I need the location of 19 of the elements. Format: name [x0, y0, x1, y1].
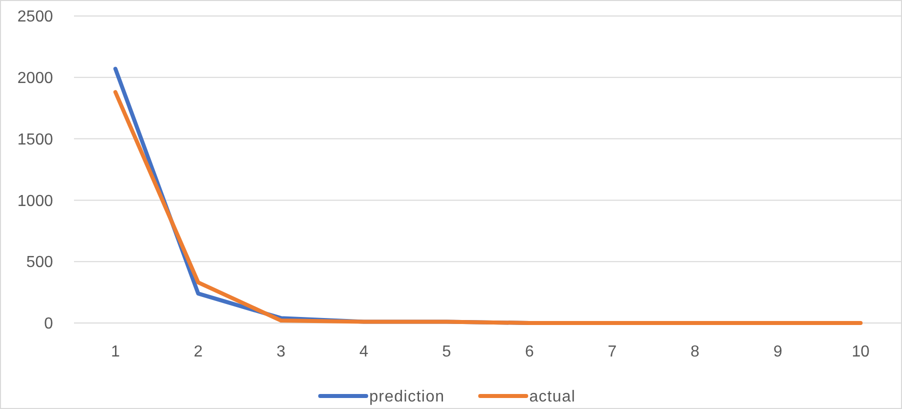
- x-tick-label: 9: [773, 344, 782, 361]
- y-tick-label: 2500: [17, 8, 54, 26]
- line-series: [113, 90, 863, 325]
- x-tick-label: 2: [194, 344, 203, 361]
- x-tick-label: 8: [690, 344, 700, 361]
- x-tick-label: 1: [110, 344, 120, 361]
- x-tick-label: 5: [442, 344, 452, 361]
- x-tick-label: 10: [852, 344, 870, 361]
- legend-label: prediction: [369, 388, 445, 406]
- x-tick-label: 4: [359, 344, 368, 361]
- x-tick-label: 7: [608, 344, 617, 361]
- x-tick-label: 6: [524, 344, 534, 361]
- y-tick-label: 1500: [17, 131, 54, 148]
- legend-label: actual: [529, 388, 576, 406]
- x-tick-label: 3: [276, 344, 286, 361]
- y-tick-label: 500: [26, 254, 54, 272]
- y-tick-label: 0: [44, 316, 54, 333]
- y-tick-label: 2000: [17, 70, 54, 87]
- y-tick-label: 1000: [17, 192, 54, 210]
